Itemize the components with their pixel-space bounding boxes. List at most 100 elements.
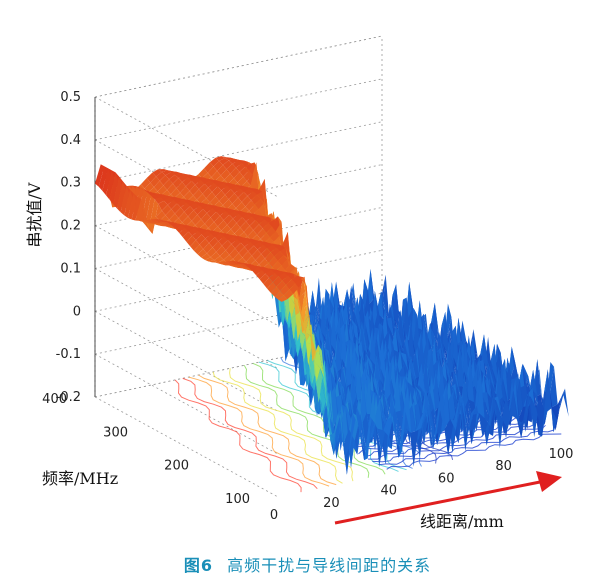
surface-patch <box>184 206 194 217</box>
surface-patch <box>308 313 318 347</box>
surface-patch <box>212 206 222 212</box>
surface-patch <box>482 376 492 399</box>
z-tick-label: 0.4 <box>60 133 81 148</box>
surface-patch <box>236 264 246 269</box>
surface-patch <box>229 248 239 259</box>
grid-line <box>94 35 383 98</box>
surface-patch <box>404 390 415 440</box>
x-axis-label: 线距离/mm <box>420 512 504 531</box>
surface-patch <box>161 204 172 216</box>
surface-patch <box>370 377 380 403</box>
surface-patch <box>210 251 220 261</box>
surface-patch <box>455 398 466 452</box>
surface-patch <box>461 402 472 452</box>
surface-patch <box>154 180 164 192</box>
surface-patch <box>240 239 251 247</box>
surface-patch <box>300 288 310 342</box>
x-tick-label: 60 <box>438 471 455 486</box>
surface-patch <box>203 205 213 213</box>
surface-patch <box>238 212 249 218</box>
surface-patch <box>351 297 362 357</box>
surface-patch <box>527 369 537 429</box>
surface-patch <box>302 298 312 366</box>
surface-patch <box>190 240 200 251</box>
surface-patch <box>163 221 173 227</box>
surface-patch <box>156 194 166 198</box>
surface-patch <box>201 178 211 184</box>
z-axis-label: 串扰值/V <box>25 182 44 247</box>
surface-patch <box>424 391 434 445</box>
surface-patch <box>193 189 203 200</box>
surface-patch <box>232 264 242 269</box>
figure-caption: 图6 高频干扰与导线间距的关系 <box>0 552 615 576</box>
surface-patch <box>317 297 327 371</box>
surface-patch <box>342 341 352 418</box>
y-tick-label: 100 <box>225 492 250 507</box>
surface-patch <box>193 205 204 215</box>
surface-patch <box>179 228 189 238</box>
surface-patch <box>227 184 237 190</box>
surface-patch <box>146 219 156 224</box>
surface-patch <box>336 365 346 434</box>
surface-patch <box>263 277 273 289</box>
z-tick-label: 0 <box>73 304 81 319</box>
surface-patch <box>368 419 378 449</box>
surface-patch <box>484 391 494 427</box>
surface-patch <box>253 224 263 235</box>
surface-patch <box>408 401 418 442</box>
surface-patch <box>319 392 329 412</box>
surface-patch <box>157 185 167 196</box>
surface-patch <box>211 231 221 238</box>
surface-patch <box>222 199 233 210</box>
figure-caption-text: 高频干扰与导线间距的关系 <box>227 556 432 575</box>
surface-patch <box>206 191 216 203</box>
surface-patch <box>374 397 384 431</box>
surface-patch <box>366 353 376 383</box>
surface-patch <box>219 194 229 206</box>
surface-patch <box>319 392 330 438</box>
surface-patch <box>243 225 254 237</box>
surface-patch <box>473 355 483 392</box>
surface-patch <box>201 231 211 239</box>
surface-patch <box>209 157 220 167</box>
surface-patch <box>274 251 284 262</box>
surface-patch <box>233 236 243 240</box>
surface-patch <box>239 166 249 177</box>
surface-patch <box>124 189 134 218</box>
surface-patch <box>167 200 177 210</box>
surface-patch <box>301 336 312 359</box>
surface-patch <box>423 404 433 450</box>
surface-patch <box>226 163 236 174</box>
surface-patch <box>264 252 275 263</box>
surface-patch <box>165 172 175 180</box>
surface-patch <box>387 355 397 408</box>
surface-patch <box>278 273 288 281</box>
surface-patch <box>321 351 331 381</box>
surface-patch <box>194 228 204 232</box>
surface-patch <box>394 307 404 338</box>
surface-patch <box>277 255 288 266</box>
surface-patch <box>243 188 254 196</box>
surface-patch <box>417 407 428 442</box>
surface-patch <box>225 209 235 215</box>
surface-patch <box>296 298 306 351</box>
surface-patch <box>169 213 179 224</box>
surface-patch <box>305 314 315 377</box>
z-tick-label: -0.1 <box>56 347 81 362</box>
surface-patch <box>210 211 220 222</box>
surface-patch <box>524 390 535 438</box>
surface-patch <box>206 247 217 258</box>
surface-patch <box>444 418 454 456</box>
surface-patch <box>164 197 174 205</box>
surface-patch <box>450 325 460 385</box>
surface-patch <box>224 157 235 161</box>
surface-patch <box>292 269 302 341</box>
surface-patch <box>228 193 239 204</box>
surface-patch <box>232 197 242 209</box>
surface-patch <box>156 210 166 221</box>
y-tick-label: 300 <box>103 425 128 440</box>
surface-patch <box>331 371 341 405</box>
surface-patch <box>346 413 357 475</box>
surface-patch <box>236 217 246 228</box>
